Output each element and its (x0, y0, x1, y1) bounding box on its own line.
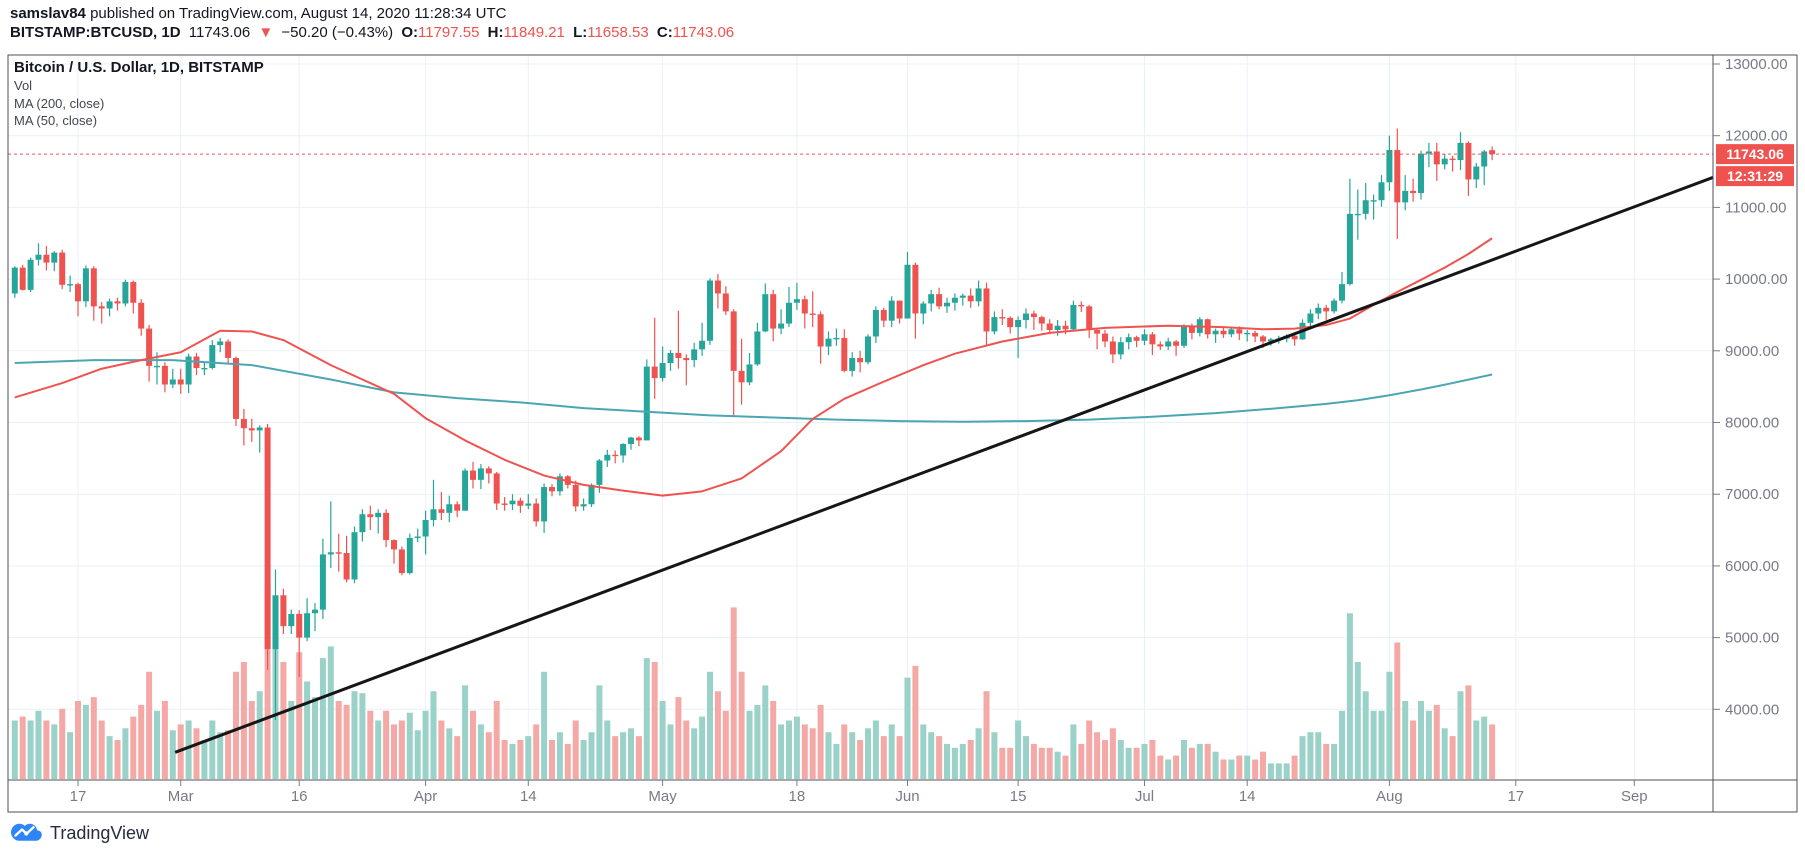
high-value: 11849.21 (503, 24, 565, 41)
time-tick-label: 14 (520, 788, 537, 805)
time-tick-label: Apr (414, 788, 437, 805)
countdown-badge: 12:31:29 (1716, 166, 1794, 187)
legend-volume[interactable]: Vol (14, 78, 33, 93)
publish-header: samslav84 published on TradingView.com, … (10, 4, 506, 23)
time-tick-label: May (648, 788, 677, 805)
tradingview-logo-text: TradingView (50, 822, 150, 843)
price-tick-label: 7000.00 (1725, 486, 1779, 503)
open-label: O: (401, 24, 418, 41)
chart-frame (7, 54, 1798, 813)
price-scale[interactable]: 13000.00 12000.00 11000.00 10000.00 9000.00 8… (1713, 56, 1788, 718)
time-tick-label: 17 (70, 788, 87, 805)
open-value: 11797.55 (417, 24, 480, 41)
current-price-badge: 11743.06 (1716, 144, 1794, 165)
price-tick-label: 11000.00 (1725, 199, 1786, 216)
price-tick-label: 5000.00 (1725, 630, 1779, 647)
time-tick-label: Aug (1376, 788, 1403, 805)
price-tick-label: 8000.00 (1725, 415, 1779, 432)
price-tick-label: 13000.00 (1725, 56, 1788, 73)
ma200-line (14, 359, 1493, 423)
symbol-bar: BITSTAMP:BTCUSD, 1D 11743.06 ▼ −50.20 (−… (10, 23, 738, 42)
time-tick-label: 17 (1507, 788, 1524, 805)
svg-text:11743.06: 11743.06 (1726, 146, 1784, 162)
price-tick-label: 9000.00 (1725, 343, 1779, 360)
close-label: C: (656, 24, 673, 41)
time-tick-label: Mar (168, 788, 194, 805)
high-label: H: (487, 24, 504, 41)
time-tick-label: 15 (1010, 788, 1027, 805)
tradingview-logo[interactable]: TradingView (10, 822, 149, 844)
chart-legend: Bitcoin / U.S. Dollar, 1D, BITSTAMP Vol … (14, 58, 264, 130)
price-tick-label: 6000.00 (1725, 558, 1779, 575)
time-scale[interactable]: 17 Mar 16 Apr 14 May 18 Jun 15 Jul 14 Aug 17 Sep (70, 780, 1648, 805)
volume-bars (11, 584, 1496, 779)
candles (11, 128, 1496, 721)
time-tick-label: Jul (1135, 788, 1154, 805)
low-value: 11658.53 (587, 24, 649, 41)
legend-ma50[interactable]: MA (50, close) (14, 113, 98, 128)
last-price: 11743.06 (188, 24, 251, 41)
time-tick-label: 18 (789, 788, 806, 805)
published-text: published on TradingView.com, August 14,… (90, 5, 507, 22)
username: samslav84 (10, 5, 86, 22)
close-value: 11743.06 (672, 24, 735, 41)
time-tick-label: 14 (1239, 788, 1256, 805)
trendline[interactable] (174, 175, 1714, 754)
grid-lines (8, 55, 1713, 780)
svg-text:12:31:29: 12:31:29 (1727, 168, 1783, 184)
time-tick-label: Jun (895, 788, 919, 805)
price-tick-label: 12000.00 (1725, 128, 1788, 145)
low-label: L: (573, 24, 588, 41)
legend-title[interactable]: Bitcoin / U.S. Dollar, 1D, BITSTAMP (14, 59, 264, 76)
time-tick-label: Sep (1621, 788, 1648, 805)
change-text: −50.20 (−0.43%) (281, 24, 394, 41)
time-tick-label: 16 (291, 788, 308, 805)
ma50-line (14, 237, 1493, 497)
price-tick-label: 10000.00 (1725, 271, 1788, 288)
tradingview-cloud-icon (11, 823, 42, 841)
arrow-down-icon: ▼ (258, 24, 274, 41)
symbol-label: BITSTAMP:BTCUSD, 1D (10, 24, 181, 41)
legend-ma200[interactable]: MA (200, close) (14, 95, 105, 111)
price-tick-label: 4000.00 (1725, 701, 1779, 718)
